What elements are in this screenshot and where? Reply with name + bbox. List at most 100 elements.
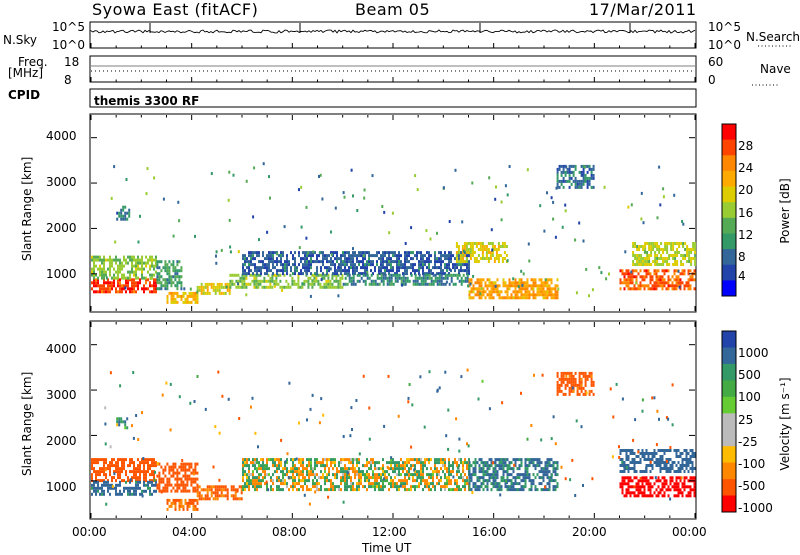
heat-cell-6 (317, 273, 320, 277)
heat-cell-3 (162, 486, 165, 490)
heat-cell-7 (306, 260, 308, 264)
heat-cell-10 (504, 284, 507, 288)
heat-cell-7 (316, 260, 318, 264)
heat-cell-9 (621, 482, 624, 486)
heat-cell-7 (268, 251, 270, 255)
heat-cell-8 (464, 276, 467, 280)
heat-cell-6 (323, 285, 326, 289)
heat-cell-3 (158, 281, 161, 285)
heat-cell-8 (562, 380, 565, 384)
scatter-echo (178, 219, 181, 223)
heat-cell-7 (556, 482, 559, 486)
scatter-echo (320, 278, 323, 282)
heat-cell-8 (388, 273, 391, 277)
heat-cell-6 (354, 476, 356, 480)
heat-cell-6 (368, 485, 370, 489)
heat-cell-7 (300, 260, 302, 264)
heat-cell-6 (308, 488, 310, 492)
heat-cell-6 (316, 473, 318, 477)
heat-cell-12 (627, 275, 630, 279)
heat-cell-0 (143, 470, 145, 474)
scatter-echo (242, 277, 245, 280)
heat-cell-1 (137, 486, 139, 490)
heat-cell-7 (444, 272, 446, 276)
heat-cell-0 (137, 464, 139, 468)
heat-cell-12 (653, 281, 656, 285)
heat-cell-1 (147, 483, 149, 487)
heat-cell-10 (679, 467, 682, 470)
heat-cell-6 (271, 285, 274, 289)
heat-cell-6 (268, 458, 270, 462)
heat-cell-0 (151, 290, 153, 294)
heat-cell-6 (448, 476, 450, 480)
heat-cell-6 (420, 461, 422, 465)
heat-cell-8 (416, 276, 419, 280)
heat-cell-12 (635, 275, 638, 279)
heat-cell-7 (274, 266, 276, 270)
heat-cell-7 (294, 272, 296, 276)
heat-cell-6 (458, 476, 460, 480)
heat-cell-7 (286, 254, 288, 258)
heat-cell-6 (329, 282, 332, 286)
heat-cell-11 (562, 164, 565, 168)
heat-cell-6 (388, 467, 390, 471)
scatter-echo (653, 396, 656, 400)
heat-cell-9 (503, 245, 506, 248)
heat-cell-6 (262, 458, 264, 462)
heat-cell-9 (663, 485, 666, 489)
scatter-echo (429, 237, 432, 241)
heat-cell-12 (627, 287, 630, 291)
heat-cell-0 (103, 281, 105, 285)
heat-cell-7 (536, 461, 539, 465)
heat-cell-6 (266, 485, 268, 489)
heat-cell-7 (314, 251, 316, 255)
heat-cell-6 (241, 276, 244, 280)
heat-cell-7 (264, 263, 266, 267)
heat-cell-7 (252, 263, 254, 267)
heat-cell-10 (619, 470, 622, 473)
heat-cell-13 (662, 260, 665, 263)
heat-cell-7 (404, 260, 406, 264)
heat-cell-8 (578, 380, 581, 384)
heat-cell-10 (691, 455, 694, 458)
heat-cell-8 (562, 392, 565, 396)
heat-cell-9 (495, 254, 498, 257)
heat-cell-9 (499, 254, 502, 257)
heat-cell-4 (186, 300, 189, 304)
heat-cell-12 (671, 275, 674, 279)
heat-cell-6 (333, 273, 336, 277)
heat-cell-11 (590, 185, 593, 189)
heat-cell-9 (689, 485, 692, 489)
scatter-echo (442, 186, 445, 190)
heat-cell-6 (364, 464, 366, 468)
heat-cell-7 (548, 461, 551, 465)
heat-cell-6 (252, 482, 254, 486)
heat-cell-6 (241, 282, 244, 286)
heat-cell-8 (382, 273, 385, 277)
heat-cell-6 (400, 458, 402, 462)
heat-cell-6 (404, 476, 406, 480)
heat-cell-7 (524, 479, 527, 483)
heat-cell-7 (268, 260, 270, 264)
scatter-echo (585, 391, 588, 395)
heat-cell-1 (137, 258, 139, 262)
scatter-echo (669, 446, 672, 449)
scatter-echo (410, 445, 413, 449)
heat-cell-10 (627, 455, 630, 458)
heat-cell-7 (282, 263, 284, 267)
heat-cell-7 (270, 251, 272, 255)
heat-cell-7 (520, 461, 523, 465)
heat-cell-12 (627, 281, 630, 285)
heat-cell-0 (111, 479, 113, 483)
heat-cell-6 (410, 467, 412, 471)
heat-cell-7 (496, 473, 499, 477)
heat-cell-6 (255, 276, 258, 280)
heat-cell-10 (548, 284, 551, 288)
heat-cell-1 (105, 483, 107, 487)
heat-cell-11 (586, 185, 589, 189)
heat-cell-6 (246, 479, 248, 483)
heat-cell-7 (364, 254, 366, 258)
heat-cell-8 (384, 276, 387, 280)
heat-cell-6 (288, 470, 290, 474)
heat-cell-6 (384, 473, 386, 477)
